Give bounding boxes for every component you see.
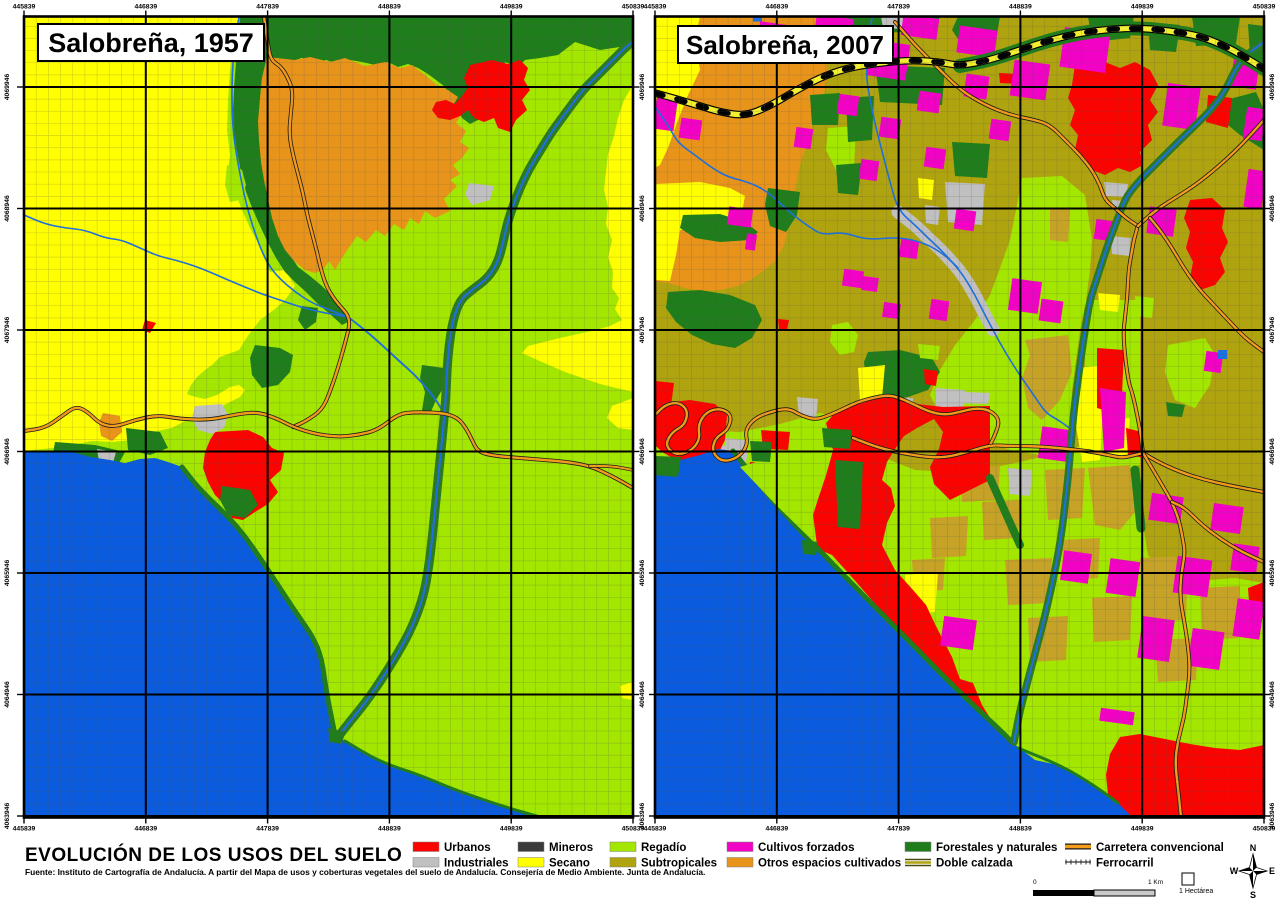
svg-text:Secano: Secano bbox=[549, 858, 590, 870]
svg-text:450839: 450839 bbox=[622, 826, 645, 833]
svg-text:4068946: 4068946 bbox=[639, 195, 646, 222]
svg-text:448839: 448839 bbox=[1009, 4, 1032, 11]
svg-text:4068946: 4068946 bbox=[4, 195, 11, 222]
svg-text:Doble calzada: Doble calzada bbox=[936, 858, 1013, 870]
svg-text:4065946: 4065946 bbox=[1269, 560, 1276, 587]
svg-text:4065946: 4065946 bbox=[639, 560, 646, 587]
svg-text:1 Hectárea: 1 Hectárea bbox=[1179, 888, 1213, 895]
svg-text:447839: 447839 bbox=[256, 4, 279, 11]
svg-text:448839: 448839 bbox=[378, 826, 401, 833]
svg-text:447839: 447839 bbox=[887, 4, 910, 11]
svg-text:Subtropicales: Subtropicales bbox=[641, 858, 717, 870]
svg-text:Salobreña, 2007: Salobreña, 2007 bbox=[686, 30, 884, 60]
svg-text:Mineros: Mineros bbox=[549, 842, 593, 854]
svg-text:Industriales: Industriales bbox=[444, 858, 509, 870]
svg-text:449839: 449839 bbox=[500, 4, 523, 11]
svg-text:4066946: 4066946 bbox=[1269, 438, 1276, 465]
svg-text:Salobreña, 1957: Salobreña, 1957 bbox=[48, 28, 254, 58]
svg-text:Ferrocarril: Ferrocarril bbox=[1096, 858, 1154, 870]
svg-text:4063946: 4063946 bbox=[639, 803, 646, 830]
svg-text:W: W bbox=[1230, 866, 1239, 876]
svg-text:4064946: 4064946 bbox=[4, 681, 11, 708]
svg-text:4067946: 4067946 bbox=[639, 317, 646, 344]
svg-text:445839: 445839 bbox=[644, 826, 667, 833]
svg-text:445839: 445839 bbox=[13, 826, 36, 833]
svg-text:446839: 446839 bbox=[134, 826, 157, 833]
svg-text:446839: 446839 bbox=[765, 826, 788, 833]
svg-text:450839: 450839 bbox=[1253, 4, 1276, 11]
svg-text:Regadío: Regadío bbox=[641, 842, 686, 854]
svg-text:446839: 446839 bbox=[765, 4, 788, 11]
svg-text:S: S bbox=[1250, 890, 1256, 900]
svg-text:4067946: 4067946 bbox=[1269, 317, 1276, 344]
svg-text:0: 0 bbox=[1033, 879, 1037, 886]
svg-text:EVOLUCIÓN DE LOS USOS DEL SUEL: EVOLUCIÓN DE LOS USOS DEL SUELO bbox=[25, 844, 402, 866]
svg-text:4063946: 4063946 bbox=[4, 803, 11, 830]
svg-text:4064946: 4064946 bbox=[1269, 681, 1276, 708]
svg-text:4066946: 4066946 bbox=[4, 438, 11, 465]
svg-text:449839: 449839 bbox=[500, 826, 523, 833]
svg-text:4064946: 4064946 bbox=[639, 681, 646, 708]
svg-text:448839: 448839 bbox=[378, 4, 401, 11]
svg-text:446839: 446839 bbox=[134, 4, 157, 11]
svg-text:4069946: 4069946 bbox=[4, 74, 11, 101]
svg-text:445839: 445839 bbox=[644, 4, 667, 11]
svg-text:Urbanos: Urbanos bbox=[444, 842, 491, 854]
svg-text:4068946: 4068946 bbox=[1269, 195, 1276, 222]
svg-text:448839: 448839 bbox=[1009, 826, 1032, 833]
svg-text:Fuente: Instituto de Cartograf: Fuente: Instituto de Cartografía de Anda… bbox=[25, 867, 705, 877]
svg-text:449839: 449839 bbox=[1131, 826, 1154, 833]
svg-text:4069946: 4069946 bbox=[1269, 74, 1276, 101]
svg-text:N: N bbox=[1250, 843, 1257, 853]
svg-text:4067946: 4067946 bbox=[4, 317, 11, 344]
svg-text:1 Km: 1 Km bbox=[1148, 879, 1163, 886]
svg-text:447839: 447839 bbox=[256, 826, 279, 833]
svg-text:4065946: 4065946 bbox=[4, 560, 11, 587]
svg-text:4063946: 4063946 bbox=[1269, 803, 1276, 830]
svg-text:449839: 449839 bbox=[1131, 4, 1154, 11]
svg-text:Cultivos forzados: Cultivos forzados bbox=[758, 842, 854, 854]
svg-text:Otros espacios cultivados: Otros espacios cultivados bbox=[758, 858, 901, 870]
svg-text:Carretera convencional: Carretera convencional bbox=[1096, 842, 1224, 854]
svg-text:E: E bbox=[1269, 866, 1275, 876]
svg-text:450839: 450839 bbox=[1253, 826, 1276, 833]
svg-text:445839: 445839 bbox=[13, 4, 36, 11]
svg-text:447839: 447839 bbox=[887, 826, 910, 833]
svg-text:450839: 450839 bbox=[622, 4, 645, 11]
svg-text:4066946: 4066946 bbox=[639, 438, 646, 465]
svg-text:Forestales y naturales: Forestales y naturales bbox=[936, 842, 1057, 854]
svg-text:4069946: 4069946 bbox=[639, 74, 646, 101]
